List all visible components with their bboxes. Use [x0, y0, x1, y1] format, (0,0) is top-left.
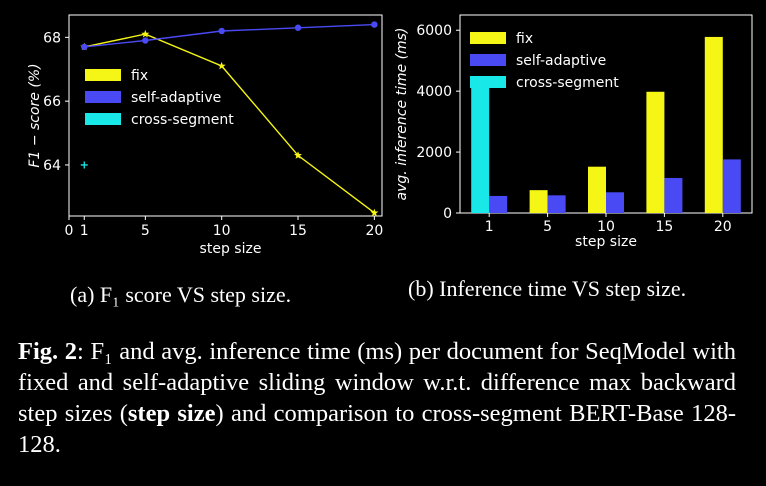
figure-label: Fig. 2	[18, 338, 78, 365]
x-tick-label-a: 15	[289, 223, 307, 239]
y-tick-label-a: 66	[43, 94, 61, 110]
bar-self-adaptive-1	[489, 195, 508, 213]
legend-b-label-2: cross-segment	[516, 75, 619, 91]
x-axis-label-a: step size	[200, 241, 262, 257]
data-point-self-adaptive	[81, 43, 88, 51]
legend-b-swatch-2	[470, 76, 506, 88]
legend-a-label-2: cross-segment	[131, 112, 234, 128]
x-tick-label-b: 1	[485, 219, 494, 235]
legend-b-label-0: fix	[516, 31, 533, 47]
x-tick-label-b: 5	[543, 219, 552, 235]
data-point-fix	[294, 151, 302, 159]
y-tick-label-a: 68	[43, 30, 61, 46]
plot-frame-a	[68, 14, 383, 217]
data-point-fix	[370, 208, 379, 217]
y-tick-label-b: 4000	[416, 84, 452, 100]
y-axis-label-b: avg. inference time (ms)	[394, 28, 410, 201]
bar-fix-10	[588, 166, 606, 213]
bar-fix-5	[529, 190, 548, 213]
caption-bold-term: step size	[127, 400, 216, 427]
subcaption-a: (a) F₁ score VS step size.	[70, 282, 292, 307]
data-point-fix	[141, 29, 150, 38]
y-tick-label-b: 6000	[416, 23, 452, 39]
x-tick-label-b: 20	[714, 219, 732, 235]
bar-self-adaptive-10	[606, 192, 624, 213]
legend-a-swatch-0	[85, 69, 121, 81]
data-point-cross-segment	[80, 161, 88, 169]
legend-a-swatch-1	[85, 91, 121, 103]
legend-a-label-1: self-adaptive	[131, 90, 221, 106]
y-tick-label-a: 64	[43, 158, 61, 174]
y-tick-label-b: 2000	[416, 145, 452, 161]
y-axis-label-a: F1 − score (%)	[27, 63, 43, 167]
x-tick-label-a: 10	[213, 223, 231, 239]
figure-caption: Fig. 2: F₁ and avg. inference time (ms) …	[18, 336, 736, 460]
x-tick-label-b: 15	[655, 219, 673, 235]
legend-b-swatch-0	[470, 32, 506, 44]
data-point-fix	[217, 61, 226, 70]
legend-b-label-1: self-adaptive	[516, 53, 606, 69]
y-tick-label-b: 0	[443, 206, 452, 222]
x-tick-label-a: 0	[65, 223, 74, 239]
x-tick-label-a: 1	[80, 223, 89, 239]
data-point-self-adaptive	[371, 21, 378, 28]
x-axis-label-b: step size	[575, 234, 637, 250]
subcaption-b: (b) Inference time VS step size.	[408, 276, 687, 301]
x-tick-label-a: 5	[141, 223, 150, 239]
bar-self-adaptive-20	[722, 159, 741, 213]
caption-text-2: ) and comparison to cross-segment BERT-B…	[18, 400, 736, 458]
series-line-self-adaptive	[84, 23, 375, 48]
bar-fix-15	[646, 91, 665, 213]
x-tick-label-b: 10	[597, 219, 615, 235]
bar-cross-segment-1	[471, 83, 490, 213]
data-point-self-adaptive	[218, 27, 225, 35]
legend-a-swatch-2	[85, 113, 121, 125]
bar-self-adaptive-15	[664, 177, 683, 213]
data-point-self-adaptive	[142, 37, 149, 44]
caption-text-1: : F₁ and avg. inference time (ms) per do…	[18, 338, 736, 427]
data-point-self-adaptive	[294, 24, 302, 31]
legend-a-label-0: fix	[131, 68, 148, 84]
bar-fix-20	[704, 36, 723, 213]
legend-b-swatch-1	[470, 54, 506, 66]
bar-self-adaptive-5	[547, 195, 566, 213]
x-tick-label-a: 20	[365, 223, 383, 239]
